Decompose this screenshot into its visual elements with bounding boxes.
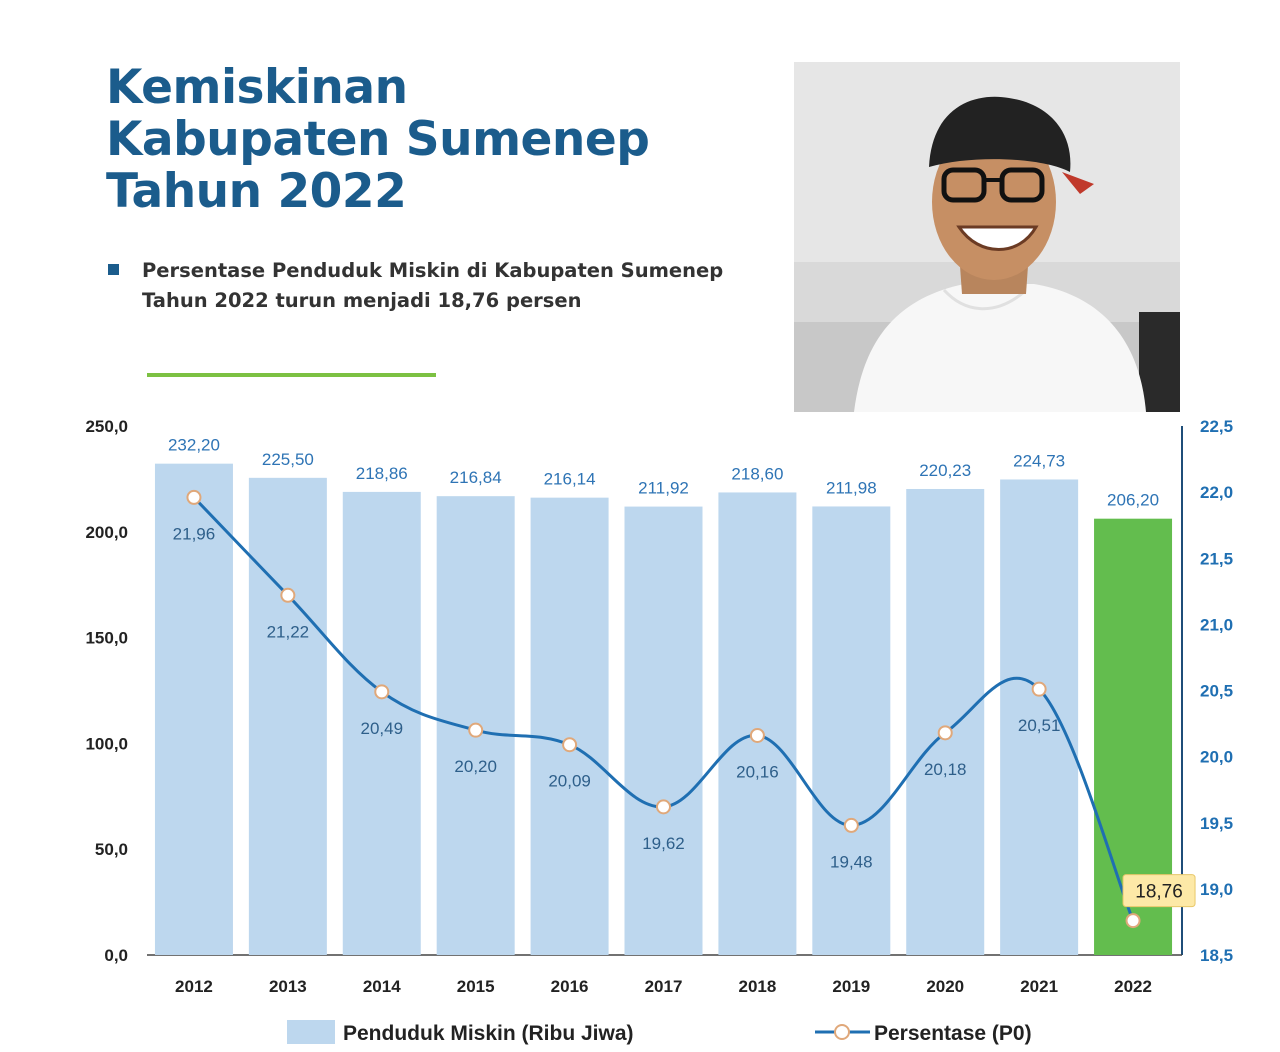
- bar: [1000, 479, 1079, 955]
- y-left-tick-label: 0,0: [104, 946, 128, 965]
- x-tick-label: 2016: [551, 977, 589, 996]
- title-line-3: Tahun 2022: [106, 164, 407, 219]
- x-tick-label: 2012: [175, 977, 213, 996]
- bar-value-label: 220,23: [919, 461, 971, 480]
- y-right-tick-label: 22,0: [1200, 483, 1233, 502]
- x-tick-label: 2021: [1020, 977, 1058, 996]
- y-right-tick-label: 20,5: [1200, 682, 1233, 701]
- percentage-value-label: 20,09: [548, 772, 591, 791]
- title-line-2: Kabupaten Sumenep: [106, 112, 650, 167]
- percentage-value-label: 19,62: [642, 834, 685, 853]
- bar-value-label: 218,60: [731, 464, 783, 483]
- y-right-tick-label: 18,5: [1200, 946, 1233, 965]
- percentage-point: [937, 725, 953, 741]
- x-tick-label: 2018: [738, 977, 776, 996]
- y-right-tick-label: 19,0: [1200, 880, 1233, 899]
- percentage-point: [468, 722, 484, 738]
- accent-rule: [147, 373, 436, 377]
- percentage-value-label: 19,48: [830, 852, 873, 871]
- percentage-point: [656, 799, 671, 815]
- bar-value-label: 225,50: [262, 450, 314, 469]
- x-tick-label: 2017: [645, 977, 683, 996]
- x-tick-label: 2013: [269, 977, 307, 996]
- y-right-tick-label: 20,0: [1200, 748, 1233, 767]
- percentage-line: [192, 496, 1135, 922]
- bar-value-label: 206,20: [1107, 491, 1159, 510]
- bar-value-label: 216,14: [544, 470, 596, 489]
- bar-value-label: 218,86: [356, 464, 408, 483]
- chart-title: Kemiskinan Kabupaten Sumenep Tahun 2022: [106, 60, 650, 219]
- percentage-point: [186, 489, 202, 505]
- y-right-tick-label: 22,5: [1200, 417, 1233, 436]
- bar-value-label: 211,92: [638, 479, 689, 498]
- bar: [530, 497, 609, 955]
- percentage-value-label: 20,20: [454, 757, 497, 776]
- bar: [248, 477, 327, 955]
- y-left-tick-label: 150,0: [85, 629, 128, 648]
- legend-bar-swatch: [287, 1020, 335, 1044]
- percentage-value-label: 21,96: [173, 524, 216, 543]
- legend-line-marker: [834, 1024, 850, 1040]
- highlight-label-box: [1122, 874, 1196, 908]
- legend-bar-label: Penduduk Miskin (Ribu Jiwa): [343, 1022, 634, 1045]
- y-right-tick-label: 21,5: [1200, 549, 1233, 568]
- x-tick-label: 2022: [1114, 977, 1152, 996]
- summary-text: Persentase Penduduk Miskin di Kabupaten …: [142, 259, 724, 312]
- y-left-tick-label: 250,0: [85, 417, 128, 436]
- percentage-value-label: 18,76: [1135, 882, 1183, 903]
- bar: [812, 506, 891, 955]
- percentage-point: [1031, 681, 1047, 697]
- percentage-point: [749, 727, 765, 743]
- bar-value-label: 211,98: [826, 478, 877, 497]
- bar: [624, 506, 703, 955]
- bar-value-label: 232,20: [168, 436, 220, 455]
- bar-value-label: 216,84: [450, 468, 502, 487]
- percentage-point: [280, 587, 296, 603]
- bar: [906, 488, 985, 955]
- x-tick-label: 2020: [926, 977, 964, 996]
- legend-line-label: Persentase (P0): [874, 1022, 1032, 1045]
- bullet-square-icon: [108, 264, 119, 275]
- y-right-tick-label: 19,5: [1200, 814, 1233, 833]
- title-line-1: Kemiskinan: [106, 60, 408, 115]
- percentage-point: [843, 817, 859, 833]
- x-tick-label: 2015: [457, 977, 495, 996]
- regent-portrait-photo: [794, 62, 1180, 412]
- y-right-tick-label: 21,0: [1200, 615, 1233, 634]
- percentage-point: [1125, 913, 1141, 929]
- percentage-value-label: 20,18: [924, 760, 967, 779]
- portrait-illustration: [794, 62, 1180, 412]
- percentage-point: [374, 684, 390, 700]
- percentage-value-label: 20,49: [360, 719, 403, 738]
- bar: [342, 491, 421, 955]
- percentage-value-label: 21,22: [267, 622, 310, 641]
- bar: [718, 492, 797, 955]
- percentage-point: [562, 737, 578, 753]
- y-left-tick-label: 200,0: [85, 523, 128, 542]
- percentage-value-label: 20,16: [736, 762, 779, 781]
- percentage-value-label: 20,51: [1018, 716, 1061, 735]
- y-left-tick-label: 100,0: [85, 734, 128, 753]
- bar-value-label: 224,73: [1013, 451, 1065, 470]
- x-tick-label: 2019: [832, 977, 870, 996]
- x-tick-label: 2014: [363, 977, 401, 996]
- bar: [154, 463, 233, 955]
- y-left-tick-label: 50,0: [95, 840, 128, 859]
